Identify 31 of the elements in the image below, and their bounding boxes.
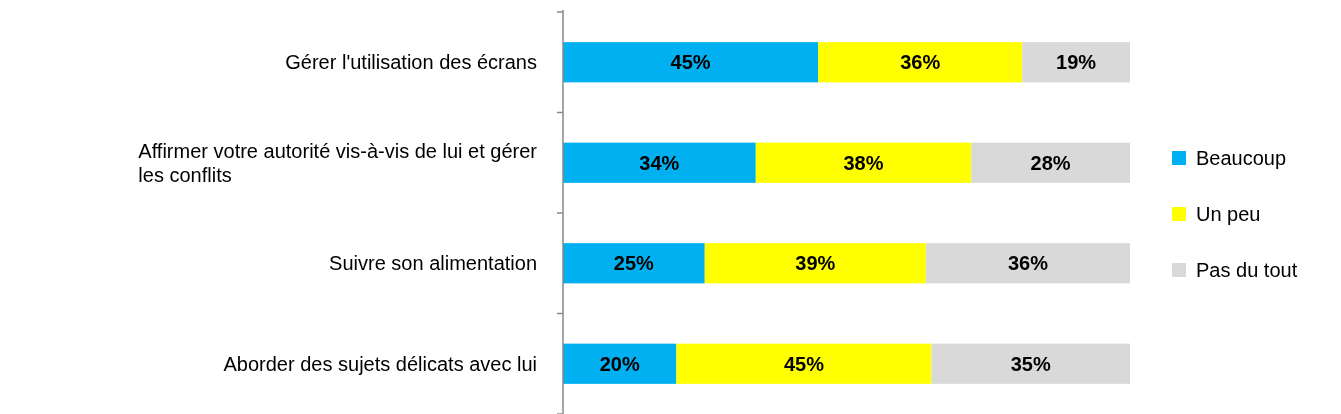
bar [704,243,926,284]
y-tick-label: Gérer l'utilisation des écrans [285,51,537,74]
y-tick-label: Aborder des sujets délicats avec lui [223,352,537,375]
bar [931,343,1130,384]
legend-label: Pas du tout [1196,259,1298,281]
data-label: 39% [795,252,836,275]
data-label: 36% [900,51,941,74]
bar [755,142,972,183]
data-label: 28% [1030,151,1071,174]
bar [563,343,677,384]
y-tick-label: Suivre son alimentation [329,252,537,275]
data-label: 45% [670,51,711,74]
bar [925,243,1130,284]
data-label: 45% [783,352,825,375]
bar [1022,42,1130,83]
legend-label: Un peu [1196,203,1261,225]
bar [971,142,1130,183]
bar [563,243,705,284]
data-label: 35% [1010,352,1052,375]
bar [563,142,756,183]
data-label: 38% [843,151,884,174]
data-label: 25% [613,252,655,275]
bar [676,343,932,384]
data-label: 20% [599,352,640,375]
bar [818,42,1023,83]
data-label: 19% [1056,51,1097,74]
y-tick-label: Affirmer votre autorité vis-à-vis de lui et gérer les conflits [138,139,538,186]
data-label: 36% [1007,252,1049,275]
data-label: 34% [639,151,680,174]
bar [563,42,819,83]
legend-label: Beaucoup [1196,147,1287,169]
